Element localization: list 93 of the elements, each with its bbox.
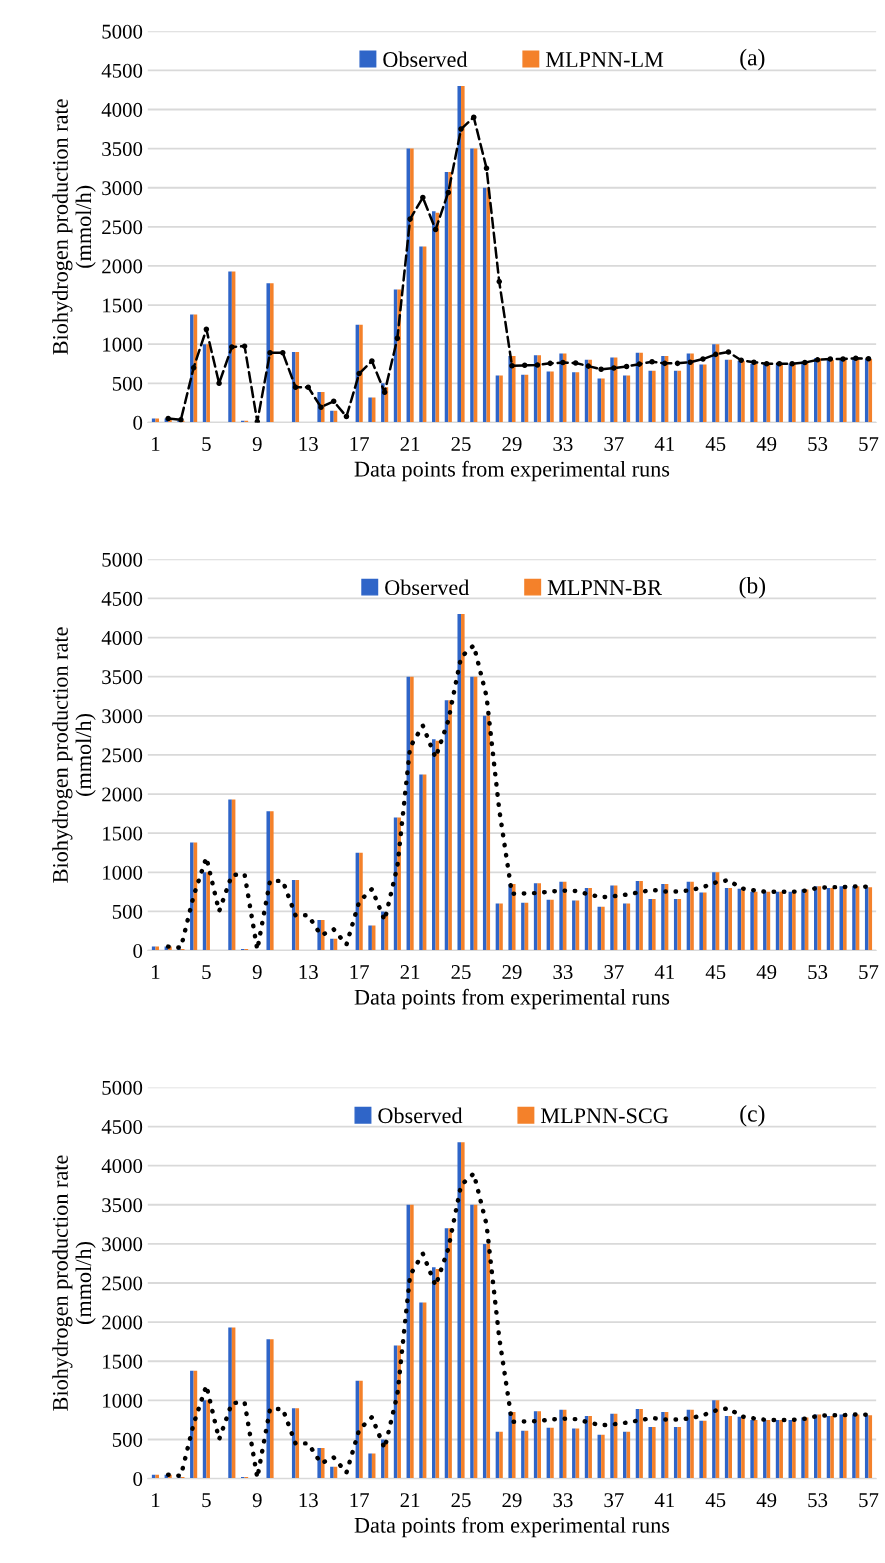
y-tick-label: 5000 bbox=[102, 1080, 143, 1095]
annotation: (c) bbox=[740, 1105, 765, 1127]
x-tick-label: 41 bbox=[654, 437, 674, 451]
y-tick-label: 500 bbox=[112, 1432, 143, 1447]
y-tick-label: 5000 bbox=[102, 24, 143, 39]
y-tick-label: 3000 bbox=[102, 181, 143, 196]
x-tick-label: 37 bbox=[604, 1493, 624, 1508]
annotation: (b) bbox=[739, 576, 766, 599]
y-tick-label: 2500 bbox=[102, 748, 143, 763]
y-tick-label: 500 bbox=[112, 376, 143, 391]
y-tick-label: 3500 bbox=[102, 141, 143, 157]
x-tick-label: 21 bbox=[400, 1493, 420, 1507]
annotation: (a) bbox=[740, 48, 765, 71]
y-tick-label: 2000 bbox=[102, 787, 143, 802]
x-tick-label: 57 bbox=[859, 437, 879, 451]
x-tick-label: 37 bbox=[604, 965, 624, 980]
x-tick-label: 5 bbox=[202, 965, 211, 980]
legend-label: Observed bbox=[378, 1107, 463, 1124]
y-tick-label: 2500 bbox=[102, 220, 143, 235]
y-tick-label: 3000 bbox=[102, 709, 143, 724]
x-tick-label: 29 bbox=[502, 436, 522, 451]
x-axis-title: Data points from experimental runs bbox=[354, 988, 670, 1010]
x-tick-label: 57 bbox=[859, 965, 879, 980]
x-tick-label: 45 bbox=[705, 437, 726, 451]
y-tick-label: 1000 bbox=[103, 865, 143, 880]
x-tick-label: 17 bbox=[350, 1493, 369, 1507]
x-tick-label: 41 bbox=[654, 1493, 674, 1507]
x-tick-label: 25 bbox=[451, 1493, 471, 1508]
legend-label: Observed bbox=[385, 579, 470, 596]
x-tick-label: 33 bbox=[553, 965, 573, 980]
x-tick-label: 21 bbox=[400, 436, 420, 451]
x-tick-label: 49 bbox=[756, 436, 777, 451]
x-tick-label: 13 bbox=[299, 436, 318, 451]
x-tick-label: 49 bbox=[756, 965, 777, 980]
x-axis-title: Data points from experimental runs bbox=[354, 460, 670, 482]
x-tick-label: 5 bbox=[202, 437, 211, 451]
y-tick-label: 1500 bbox=[103, 1354, 143, 1369]
x-tick-label: 53 bbox=[808, 1493, 828, 1508]
y-axis-title: Biohydrogen production rate (mmol/h) bbox=[52, 1155, 96, 1411]
y-tick-label: 500 bbox=[112, 904, 143, 919]
x-tick-label: 9 bbox=[252, 965, 262, 980]
x-tick-label: 53 bbox=[808, 436, 828, 451]
y-tick-label: 4500 bbox=[101, 591, 143, 606]
x-tick-label: 1 bbox=[152, 965, 160, 979]
y-tick-label: 4000 bbox=[101, 102, 143, 117]
x-tick-label: 45 bbox=[705, 1493, 726, 1508]
y-tick-label: 2000 bbox=[102, 1315, 143, 1330]
x-tick-label: 25 bbox=[451, 965, 471, 980]
x-tick-label: 9 bbox=[252, 1493, 262, 1508]
x-tick-label: 29 bbox=[502, 1493, 522, 1508]
x-tick-label: 13 bbox=[299, 965, 318, 980]
x-tick-label: 17 bbox=[350, 437, 369, 451]
x-tick-label: 37 bbox=[604, 436, 624, 451]
y-tick-label: 1500 bbox=[103, 298, 143, 313]
x-tick-label: 45 bbox=[705, 965, 726, 980]
x-tick-label: 25 bbox=[451, 436, 471, 451]
y-tick-label: 2500 bbox=[102, 1276, 143, 1291]
y-axis-title: Biohydrogen production rate (mmol/h) bbox=[52, 627, 96, 883]
y-tick-label: 0 bbox=[133, 415, 143, 430]
x-tick-label: 13 bbox=[299, 1493, 318, 1508]
y-tick-label: 1000 bbox=[103, 1393, 143, 1408]
x-tick-label: 33 bbox=[553, 436, 573, 451]
legend-label: MLPNN-LM bbox=[545, 52, 664, 67]
x-tick-label: 53 bbox=[808, 965, 828, 980]
y-tick-label: 3000 bbox=[102, 1237, 143, 1252]
y-tick-label: 1000 bbox=[103, 337, 143, 352]
y-tick-label: 0 bbox=[133, 943, 143, 958]
y-tick-label: 4000 bbox=[101, 630, 143, 646]
y-tick-label: 2000 bbox=[102, 259, 143, 274]
y-axis-title: Biohydrogen production rate (mmol/h) bbox=[52, 99, 96, 355]
x-tick-label: 1 bbox=[152, 437, 160, 451]
y-tick-label: 1500 bbox=[103, 826, 143, 841]
legend-label: MLPNN-SCG bbox=[540, 1108, 669, 1124]
y-tick-label: 3500 bbox=[102, 670, 143, 685]
y-tick-label: 3500 bbox=[102, 1198, 143, 1213]
x-tick-label: 9 bbox=[252, 436, 262, 451]
x-tick-label: 17 bbox=[350, 965, 369, 979]
y-tick-label: 4500 bbox=[101, 1119, 143, 1134]
y-tick-label: 5000 bbox=[102, 552, 143, 567]
legend-label: MLPNN-BR bbox=[547, 580, 662, 595]
legend-label: Observed bbox=[383, 51, 468, 68]
x-tick-label: 1 bbox=[152, 1493, 160, 1507]
y-tick-label: 0 bbox=[133, 1471, 143, 1487]
y-tick-label: 4000 bbox=[101, 1159, 143, 1174]
x-tick-label: 33 bbox=[553, 1493, 573, 1508]
x-tick-label: 21 bbox=[400, 965, 420, 979]
x-tick-label: 5 bbox=[202, 1493, 211, 1508]
x-tick-label: 29 bbox=[502, 965, 522, 980]
x-tick-label: 41 bbox=[654, 965, 674, 979]
y-tick-label: 4500 bbox=[101, 63, 143, 78]
x-axis-title: Data points from experimental runs bbox=[354, 1516, 670, 1538]
x-tick-label: 57 bbox=[859, 1493, 879, 1508]
x-tick-label: 49 bbox=[756, 1493, 777, 1508]
